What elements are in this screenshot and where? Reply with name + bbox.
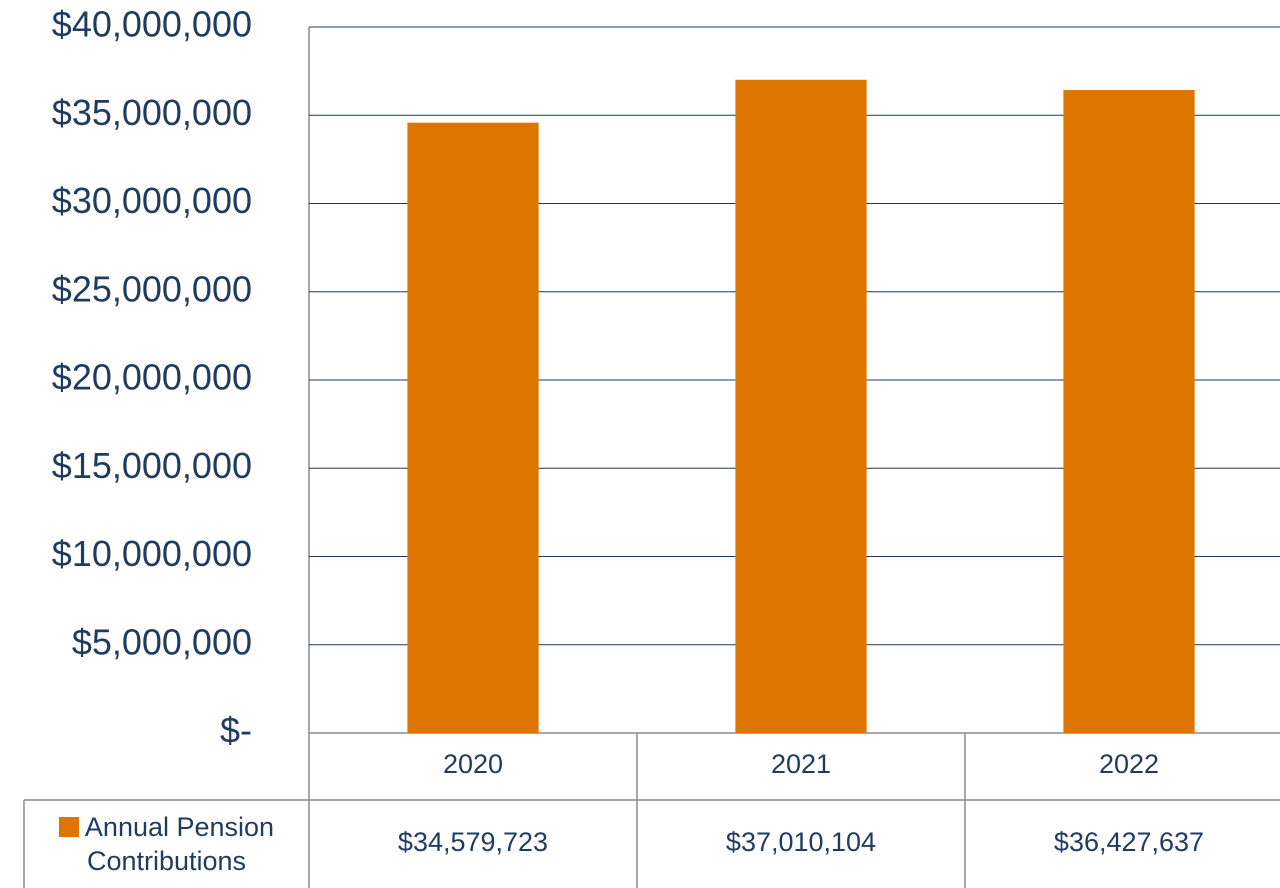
x-tick-label: 2021: [771, 749, 831, 779]
bar: [407, 122, 539, 733]
x-tick-label: 2020: [443, 749, 503, 779]
y-tick-label: $5,000,000: [72, 621, 252, 662]
bar: [735, 79, 867, 733]
data-table-value: $37,010,104: [726, 827, 876, 857]
y-tick-label: $30,000,000: [52, 180, 252, 221]
legend-entry: Annual Pension Contributions: [34, 810, 299, 878]
y-tick-label: $25,000,000: [52, 268, 252, 309]
y-tick-label: $15,000,000: [52, 445, 252, 486]
y-tick-label: $20,000,000: [52, 357, 252, 398]
data-table-value: $34,579,723: [398, 827, 548, 857]
bar: [1063, 90, 1195, 734]
x-tick-label: 2022: [1099, 749, 1159, 779]
y-tick-label: $40,000,000: [52, 4, 252, 45]
legend-swatch: [58, 817, 79, 837]
legend: Annual Pension Contributions: [24, 800, 309, 888]
data-table-value: $36,427,637: [1054, 827, 1204, 857]
y-tick-label: $-: [220, 710, 252, 751]
y-tick-label: $10,000,000: [52, 533, 252, 574]
y-tick-label: $35,000,000: [52, 92, 252, 133]
legend-label: Annual Pension Contributions: [84, 812, 275, 876]
